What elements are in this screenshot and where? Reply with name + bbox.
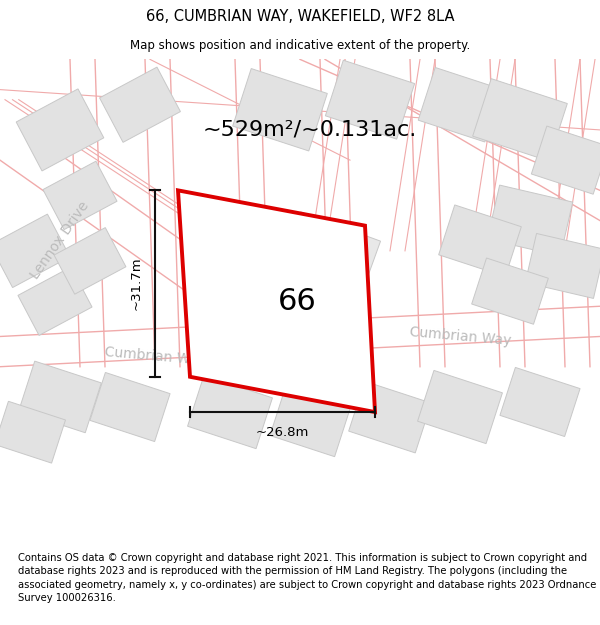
Text: 66: 66 <box>278 287 316 316</box>
Polygon shape <box>487 185 573 256</box>
Polygon shape <box>532 126 600 194</box>
Polygon shape <box>43 161 117 229</box>
Text: Contains OS data © Crown copyright and database right 2021. This information is : Contains OS data © Crown copyright and d… <box>18 553 596 602</box>
Text: Cumbrian Way: Cumbrian Way <box>409 325 511 348</box>
Polygon shape <box>178 191 375 412</box>
Polygon shape <box>280 212 380 300</box>
Polygon shape <box>100 67 181 142</box>
Text: 66, CUMBRIAN WAY, WAKEFIELD, WF2 8LA: 66, CUMBRIAN WAY, WAKEFIELD, WF2 8LA <box>146 9 454 24</box>
Polygon shape <box>418 68 502 142</box>
Polygon shape <box>349 381 431 453</box>
Polygon shape <box>439 205 521 277</box>
Polygon shape <box>233 69 328 151</box>
Text: Map shows position and indicative extent of the property.: Map shows position and indicative extent… <box>130 39 470 52</box>
Text: ~529m²/~0.131ac.: ~529m²/~0.131ac. <box>203 120 417 140</box>
Text: Lennox Drive: Lennox Drive <box>28 199 92 282</box>
Polygon shape <box>188 376 272 449</box>
Polygon shape <box>473 79 568 161</box>
Polygon shape <box>90 372 170 441</box>
Polygon shape <box>54 228 126 294</box>
Polygon shape <box>500 368 580 436</box>
Polygon shape <box>19 361 101 432</box>
Polygon shape <box>525 234 600 298</box>
Polygon shape <box>0 214 70 288</box>
Polygon shape <box>418 371 502 444</box>
Text: ~26.8m: ~26.8m <box>256 426 309 439</box>
Polygon shape <box>0 401 65 463</box>
Text: ~31.7m: ~31.7m <box>130 257 143 311</box>
Polygon shape <box>18 267 92 336</box>
Polygon shape <box>472 258 548 324</box>
Polygon shape <box>270 388 350 457</box>
Text: Cumbrian Way: Cumbrian Way <box>104 345 206 368</box>
Polygon shape <box>325 60 415 139</box>
Polygon shape <box>16 89 104 171</box>
